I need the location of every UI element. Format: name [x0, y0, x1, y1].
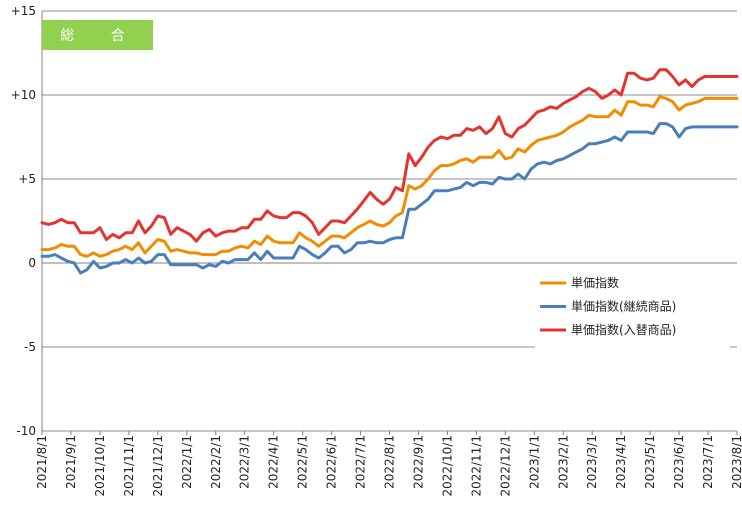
x-tick-label: 2021/10/1	[93, 435, 107, 497]
legend-label: 単価指数(入替商品)	[571, 322, 676, 337]
axes	[41, 11, 738, 435]
x-tick-label: 2023/5/1	[643, 435, 657, 489]
x-tick-label: 2022/6/1	[325, 435, 339, 489]
x-tick-label: 2022/11/1	[469, 435, 483, 497]
legend-label: 単価指数(継続商品)	[571, 299, 676, 314]
y-tick-labels: +15 +10 +5 0 -5 -10	[11, 4, 36, 438]
x-tick-label: 2023/2/1	[556, 435, 570, 489]
x-tick-label: 2021/9/1	[64, 435, 78, 489]
x-tick-label: 2021/8/1	[35, 435, 49, 489]
y-tick-label: 0	[28, 256, 36, 270]
x-tick-label: 2022/4/1	[267, 435, 281, 489]
x-tick-label: 2022/3/1	[238, 435, 252, 489]
x-tick-label: 2023/6/1	[672, 435, 686, 489]
x-tick-labels: 2021/8/1 2021/9/1 2021/10/1 2021/11/1 2021/1…	[35, 435, 742, 497]
x-tick-label: 2022/1/1	[180, 435, 194, 489]
x-tick-label: 2021/11/1	[122, 435, 136, 497]
x-tick-label: 2022/8/1	[383, 435, 397, 489]
series-line-2	[40, 122, 739, 275]
x-tick-label: 2022/12/1	[498, 435, 512, 497]
legend-label: 単価指数	[571, 275, 619, 290]
series-line-1	[40, 95, 739, 258]
y-tick-label: -10	[16, 424, 36, 438]
x-tick-label: 2022/5/1	[296, 435, 310, 489]
x-tick-label: 2022/9/1	[411, 435, 425, 489]
legend-background	[535, 266, 730, 348]
x-tick-label: 2023/1/1	[527, 435, 541, 489]
y-tick-label: +5	[18, 172, 36, 186]
x-tick-label: 2023/4/1	[614, 435, 628, 489]
chart-title: 総 合	[42, 20, 153, 50]
x-tick-label: 2022/7/1	[354, 435, 368, 489]
y-tick-label: +15	[11, 4, 36, 18]
series-line-3	[40, 68, 739, 243]
y-tick-label: +10	[11, 88, 36, 102]
x-tick-label: 2022/2/1	[209, 435, 223, 489]
series-lines	[40, 68, 739, 275]
x-tick-label: 2023/8/1	[730, 435, 742, 489]
y-tick-label: -5	[24, 340, 36, 354]
x-tick-label: 2022/10/1	[440, 435, 454, 497]
x-tick-label: 2023/3/1	[585, 435, 599, 489]
x-tick-label: 2021/12/1	[151, 435, 165, 497]
x-tick-label: 2023/7/1	[701, 435, 715, 489]
